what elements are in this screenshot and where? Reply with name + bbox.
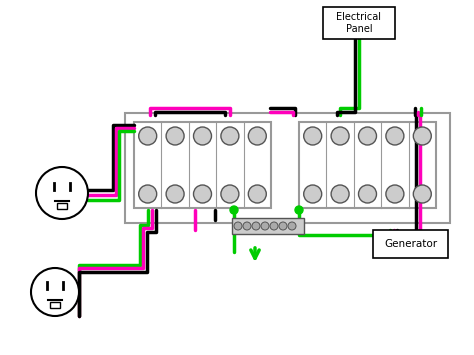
Bar bbox=[299, 122, 436, 208]
Text: Generator: Generator bbox=[384, 239, 437, 249]
Bar bbox=[57, 203, 67, 209]
Circle shape bbox=[221, 127, 239, 145]
Circle shape bbox=[252, 222, 260, 230]
Bar bbox=[373, 230, 448, 258]
Circle shape bbox=[413, 185, 431, 203]
Circle shape bbox=[279, 222, 287, 230]
Circle shape bbox=[166, 185, 184, 203]
Circle shape bbox=[304, 127, 322, 145]
Circle shape bbox=[270, 222, 278, 230]
Circle shape bbox=[139, 127, 157, 145]
Circle shape bbox=[248, 127, 266, 145]
Circle shape bbox=[331, 127, 349, 145]
Circle shape bbox=[358, 185, 376, 203]
Bar bbox=[232, 218, 304, 234]
Circle shape bbox=[358, 127, 376, 145]
Circle shape bbox=[193, 185, 211, 203]
Circle shape bbox=[288, 222, 296, 230]
Circle shape bbox=[243, 222, 251, 230]
Circle shape bbox=[413, 127, 431, 145]
Bar bbox=[134, 122, 271, 208]
Text: Electrical
Panel: Electrical Panel bbox=[337, 12, 382, 34]
Circle shape bbox=[295, 206, 303, 214]
Bar bbox=[323, 7, 395, 39]
Circle shape bbox=[331, 185, 349, 203]
Circle shape bbox=[166, 127, 184, 145]
Circle shape bbox=[230, 206, 238, 214]
Circle shape bbox=[221, 185, 239, 203]
Bar bbox=[125, 113, 450, 223]
Circle shape bbox=[304, 185, 322, 203]
Circle shape bbox=[234, 222, 242, 230]
Circle shape bbox=[248, 185, 266, 203]
Circle shape bbox=[139, 185, 157, 203]
Bar bbox=[50, 302, 60, 308]
Circle shape bbox=[261, 222, 269, 230]
Circle shape bbox=[193, 127, 211, 145]
Circle shape bbox=[36, 167, 88, 219]
Circle shape bbox=[31, 268, 79, 316]
Circle shape bbox=[386, 127, 404, 145]
Circle shape bbox=[386, 185, 404, 203]
